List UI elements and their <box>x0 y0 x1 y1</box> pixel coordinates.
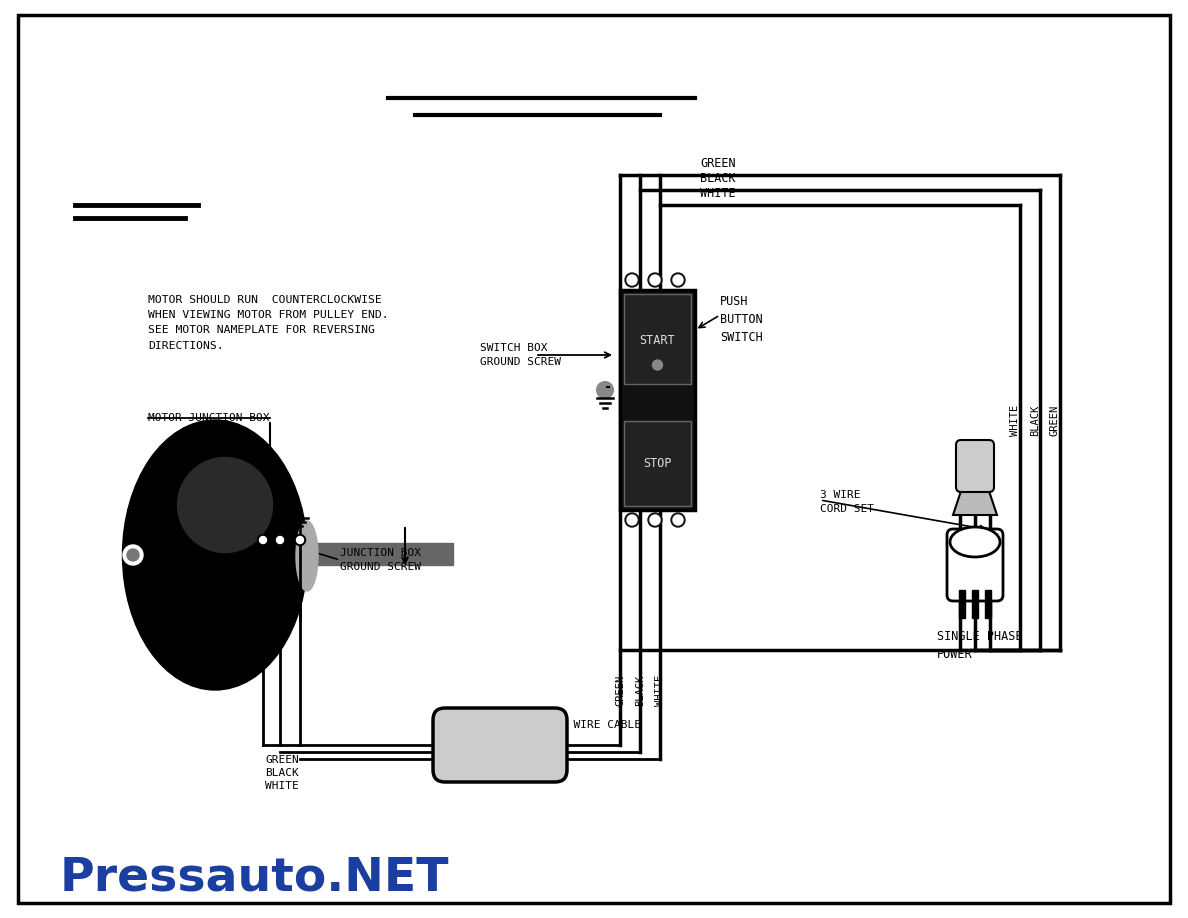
Bar <box>985 590 991 618</box>
Circle shape <box>671 513 685 527</box>
Circle shape <box>672 275 683 285</box>
Circle shape <box>647 273 662 287</box>
Text: BLACK: BLACK <box>1030 404 1040 436</box>
Circle shape <box>650 515 661 525</box>
Text: PUSH
BUTTON
SWITCH: PUSH BUTTON SWITCH <box>720 295 763 344</box>
Ellipse shape <box>296 521 318 591</box>
Circle shape <box>627 275 637 285</box>
Text: GREEN: GREEN <box>1050 404 1060 436</box>
Text: 3 WIRE
CORD SET: 3 WIRE CORD SET <box>820 490 874 514</box>
Text: WHITE: WHITE <box>700 187 735 200</box>
Circle shape <box>672 515 683 525</box>
Circle shape <box>671 273 685 287</box>
Text: Pressauto.NET: Pressauto.NET <box>61 856 449 901</box>
Text: BLACK: BLACK <box>265 768 298 778</box>
Circle shape <box>627 515 637 525</box>
Text: START: START <box>639 333 675 346</box>
FancyBboxPatch shape <box>947 529 1003 601</box>
Text: SWITCH BOX
GROUND SCREW: SWITCH BOX GROUND SCREW <box>480 343 561 367</box>
Circle shape <box>297 536 303 543</box>
Polygon shape <box>953 485 997 515</box>
Text: BLACK: BLACK <box>700 172 735 185</box>
Text: 3 WIRE CABLE: 3 WIRE CABLE <box>560 720 642 730</box>
Ellipse shape <box>950 527 1000 557</box>
Circle shape <box>647 513 662 527</box>
Text: MOTOR SHOULD RUN  COUNTERCLOCKWISE
WHEN VIEWING MOTOR FROM PULLEY END.
SEE MOTOR: MOTOR SHOULD RUN COUNTERCLOCKWISE WHEN V… <box>148 295 388 351</box>
Bar <box>624 421 691 506</box>
Bar <box>972 590 978 618</box>
Text: MOTOR JUNCTION BOX: MOTOR JUNCTION BOX <box>148 413 270 423</box>
Circle shape <box>652 360 663 370</box>
FancyBboxPatch shape <box>432 708 567 782</box>
Text: GREEN: GREEN <box>700 157 735 170</box>
Ellipse shape <box>177 457 272 553</box>
Circle shape <box>274 534 285 545</box>
Text: GREEN: GREEN <box>265 755 298 765</box>
Circle shape <box>277 536 284 543</box>
Text: WHITE: WHITE <box>1010 404 1020 436</box>
Bar <box>624 294 691 384</box>
Circle shape <box>650 275 661 285</box>
Circle shape <box>127 549 139 561</box>
Text: WHITE: WHITE <box>265 781 298 791</box>
Text: SINGLE PHASE
POWER: SINGLE PHASE POWER <box>937 630 1023 661</box>
Circle shape <box>258 534 268 545</box>
Text: JUNCTION BOX
GROUND SCREW: JUNCTION BOX GROUND SCREW <box>340 548 421 572</box>
Bar <box>620 290 695 510</box>
Circle shape <box>295 534 305 545</box>
Circle shape <box>598 382 613 398</box>
Circle shape <box>625 273 639 287</box>
Ellipse shape <box>122 420 308 690</box>
Text: STOP: STOP <box>643 456 671 469</box>
Text: GREEN: GREEN <box>615 675 625 706</box>
Circle shape <box>124 545 143 565</box>
Bar <box>959 590 965 618</box>
Circle shape <box>259 536 266 543</box>
Circle shape <box>625 513 639 527</box>
Text: BLACK: BLACK <box>636 675 645 706</box>
FancyBboxPatch shape <box>956 440 994 492</box>
Text: WHITE: WHITE <box>655 675 665 706</box>
Bar <box>303 543 453 565</box>
